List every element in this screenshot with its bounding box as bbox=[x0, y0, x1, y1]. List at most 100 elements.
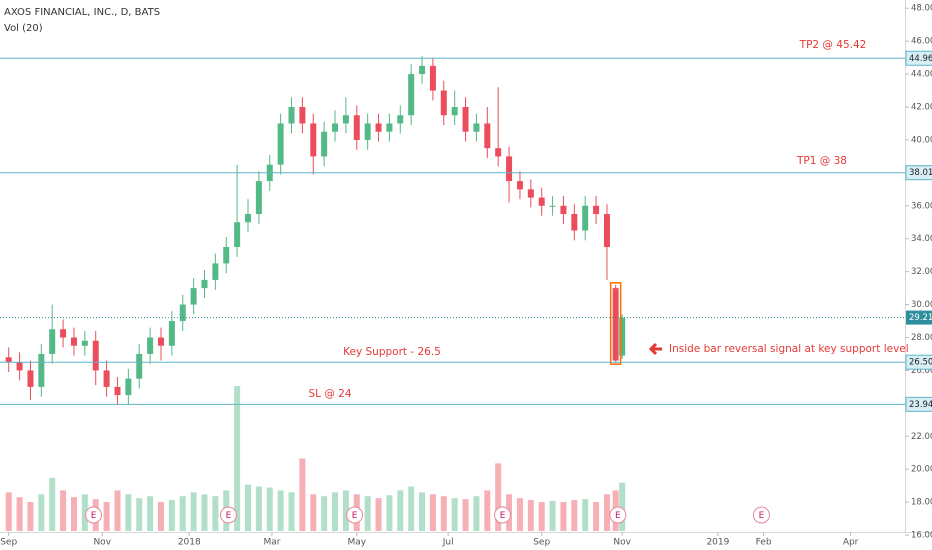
volume-bar bbox=[5, 492, 12, 531]
y-tick-label: 46.00 bbox=[911, 37, 932, 47]
y-tick-label: 18.00 bbox=[911, 498, 932, 508]
level-label-box bbox=[905, 396, 932, 412]
candle-body bbox=[288, 107, 295, 124]
candle-body bbox=[157, 337, 164, 346]
candle-body bbox=[408, 74, 415, 116]
volume-bar bbox=[342, 490, 349, 531]
volume-bar bbox=[255, 486, 262, 531]
volume-bar bbox=[266, 487, 273, 531]
volume-bar bbox=[419, 492, 426, 531]
candle-body bbox=[5, 357, 12, 363]
volume-bar bbox=[451, 498, 458, 531]
volume-bar bbox=[538, 502, 545, 531]
volume-bar bbox=[299, 458, 306, 531]
annotation: Key Support - 26.5 bbox=[343, 346, 441, 358]
volume-bar bbox=[571, 500, 578, 531]
volume-bar bbox=[103, 502, 110, 531]
volume-bar bbox=[38, 494, 45, 531]
volume-bar bbox=[332, 492, 339, 531]
candle-body bbox=[593, 205, 600, 215]
highlight-box bbox=[609, 282, 622, 365]
y-tick-label: 28.00 bbox=[911, 333, 932, 343]
candle-body bbox=[429, 65, 436, 91]
volume-bar bbox=[114, 490, 121, 531]
candle-body bbox=[451, 107, 458, 116]
candle-body bbox=[212, 263, 219, 280]
volume-bar bbox=[603, 494, 610, 531]
candle-body bbox=[81, 340, 88, 346]
candle-body bbox=[321, 131, 328, 157]
y-tick-label: 34.00 bbox=[911, 234, 932, 244]
annotation: SL @ 24 bbox=[308, 388, 351, 400]
candle-body bbox=[114, 386, 121, 396]
volume-bar bbox=[549, 501, 556, 531]
candle-body bbox=[353, 115, 360, 140]
level-label: 44.96 bbox=[909, 54, 932, 64]
candle-body bbox=[495, 148, 502, 157]
volume-bar bbox=[212, 496, 219, 531]
candle-body bbox=[560, 205, 567, 215]
candle-body bbox=[612, 288, 619, 361]
candle-body bbox=[168, 321, 175, 346]
volume-bar bbox=[310, 494, 317, 531]
x-tick-label: 2018 bbox=[178, 538, 201, 548]
candle-body bbox=[516, 181, 523, 190]
candle-body bbox=[27, 370, 34, 387]
y-tick-label: 42.00 bbox=[911, 103, 932, 113]
volume-bar bbox=[136, 498, 143, 531]
volume-bar bbox=[397, 490, 404, 531]
earnings-marker bbox=[752, 506, 770, 524]
x-tick-label: Nov bbox=[613, 538, 631, 548]
volume-bar bbox=[16, 497, 23, 531]
volume-bar bbox=[201, 494, 208, 531]
candle-body bbox=[603, 214, 610, 247]
candle-body bbox=[619, 317, 626, 356]
y-tick-label: 26.00 bbox=[911, 366, 932, 376]
candle-body bbox=[103, 370, 110, 387]
candle-body bbox=[201, 279, 208, 289]
candle-body bbox=[16, 362, 23, 371]
candle-body bbox=[223, 246, 230, 264]
earnings-label: E bbox=[91, 511, 97, 521]
y-tick-label: 22.00 bbox=[911, 432, 932, 442]
candle-body bbox=[310, 123, 317, 157]
candle-body bbox=[342, 115, 349, 124]
candle-body bbox=[125, 378, 132, 396]
volume-bar bbox=[190, 492, 197, 531]
candle-body bbox=[179, 304, 186, 322]
chart-title: AXOS FINANCIAL, INC., D, BATS bbox=[4, 7, 160, 18]
volume-bar bbox=[147, 496, 154, 531]
candle-body bbox=[277, 123, 284, 165]
volume-bar bbox=[27, 502, 34, 531]
earnings-marker bbox=[219, 506, 237, 524]
volume-bar bbox=[593, 502, 600, 531]
candle-body bbox=[299, 107, 306, 124]
volume-bar bbox=[60, 490, 67, 531]
x-tick-label: Feb bbox=[756, 538, 772, 548]
earnings-label: E bbox=[352, 511, 358, 521]
volume-bar bbox=[527, 500, 534, 531]
volume-bar bbox=[157, 502, 164, 531]
earnings-marker bbox=[609, 506, 627, 524]
x-tick-label: 2019 bbox=[706, 538, 729, 548]
candle-body bbox=[549, 205, 556, 207]
candle-body bbox=[49, 329, 56, 354]
y-tick-label: 36.00 bbox=[911, 201, 932, 211]
volume-bar bbox=[179, 496, 186, 531]
current-price-box bbox=[906, 310, 932, 325]
x-tick-label: May bbox=[347, 538, 366, 548]
volume-bar bbox=[364, 496, 371, 531]
candle-body bbox=[245, 214, 252, 223]
candle-body bbox=[462, 107, 469, 132]
volume-bar bbox=[473, 496, 480, 531]
x-tick-label: Mar bbox=[263, 538, 280, 548]
y-tick-label: 16.00 bbox=[911, 531, 932, 541]
candle-body bbox=[473, 123, 480, 132]
volume-bar bbox=[462, 499, 469, 531]
earnings-label: E bbox=[500, 511, 506, 521]
candle-body bbox=[440, 90, 447, 116]
candle-body bbox=[538, 197, 545, 206]
volume-bar bbox=[245, 484, 252, 531]
